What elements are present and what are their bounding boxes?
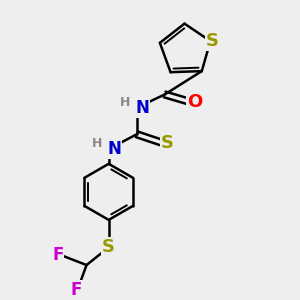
Text: H: H (92, 137, 103, 150)
Text: N: N (107, 140, 121, 158)
Text: N: N (135, 99, 149, 117)
Text: S: S (206, 32, 219, 50)
Text: F: F (52, 246, 64, 264)
Text: O: O (187, 93, 202, 111)
Text: S: S (161, 134, 174, 152)
Text: H: H (120, 96, 131, 109)
Text: S: S (102, 238, 115, 256)
Text: F: F (70, 281, 82, 299)
